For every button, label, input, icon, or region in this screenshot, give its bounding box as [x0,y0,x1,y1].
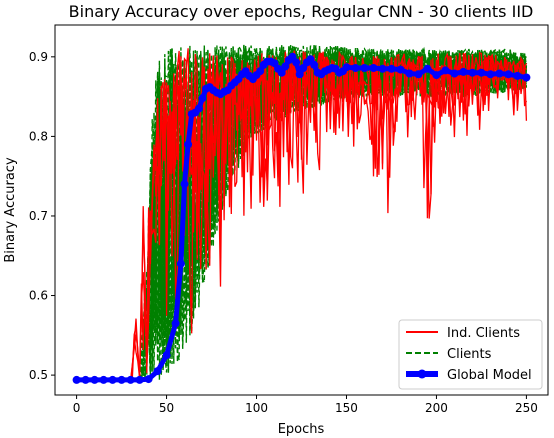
global-model-point [72,375,81,384]
plot-area [72,43,531,384]
x-axis: 0 50 100 150 200 250 [73,395,538,415]
global-model-point [117,375,126,384]
x-tick-label: 0 [73,401,81,415]
global-model-point [162,351,171,360]
y-tick-label: 0.9 [29,50,48,64]
global-model-point [468,68,477,77]
global-model-point [310,60,319,69]
x-tick-label: 100 [245,401,268,415]
legend-label-global-model: Global Model [447,368,532,383]
global-model-point [171,319,180,328]
global-model-point [495,69,504,78]
global-model-point [414,70,423,79]
global-model-point [194,104,203,113]
global-model-point [477,68,486,77]
global-model-point [292,58,301,67]
x-tick-label: 250 [515,401,538,415]
global-model-point [378,64,387,73]
legend-label-clients: Clients [447,347,492,362]
chart-title: Binary Accuracy over epochs, Regular CNN… [69,2,534,21]
global-model-point [99,375,108,384]
global-model-point [108,375,117,384]
y-axis: 0.5 0.6 0.7 0.8 0.9 [29,50,55,382]
global-model-point [441,66,450,75]
global-model-point [504,70,513,79]
y-tick-label: 0.5 [29,368,48,382]
global-model-point [277,68,286,77]
global-model-point [180,180,189,189]
global-model-point [432,71,441,80]
global-model-point [423,64,432,73]
y-tick-label: 0.7 [29,209,48,223]
global-model-point [405,69,414,78]
global-model-point [153,367,162,376]
global-model-point [351,64,360,72]
clients-trace-10 [76,45,528,382]
global-model-point [459,67,468,76]
global-model-point [295,70,304,79]
x-tick-label: 150 [335,401,358,415]
global-model-point [90,375,99,384]
x-tick-label: 50 [159,401,174,415]
global-model-point [396,65,405,74]
global-model-point [176,259,185,268]
global-model-point [522,73,531,82]
global-model-point [184,140,193,149]
y-tick-label: 0.6 [29,289,48,303]
plot-frame [54,24,549,396]
global-model-point [342,63,351,72]
x-axis-label: Epochs [278,422,325,437]
global-model-point [81,375,90,384]
global-model-point [360,64,369,72]
y-axis-label: Binary Accuracy [3,157,18,263]
global-model-point [387,64,396,73]
legend-marker-global-model [417,369,427,379]
global-model-point [126,375,135,384]
global-model-point [144,375,153,384]
ind-clients-trace-3 [76,50,528,382]
global-model-point [135,375,144,384]
global-model-point [486,70,495,79]
global-model-point [256,67,265,76]
global-model-point [513,71,522,80]
global-model-point [369,64,378,72]
global-model-point [198,94,207,103]
global-model-point [450,69,459,78]
x-tick-label: 200 [425,401,448,415]
legend-label-ind-clients: Ind. Clients [447,326,520,341]
global-model-point [281,62,290,71]
y-tick-label: 0.8 [29,129,48,143]
legend: Ind. Clients Clients Global Model [398,319,543,390]
